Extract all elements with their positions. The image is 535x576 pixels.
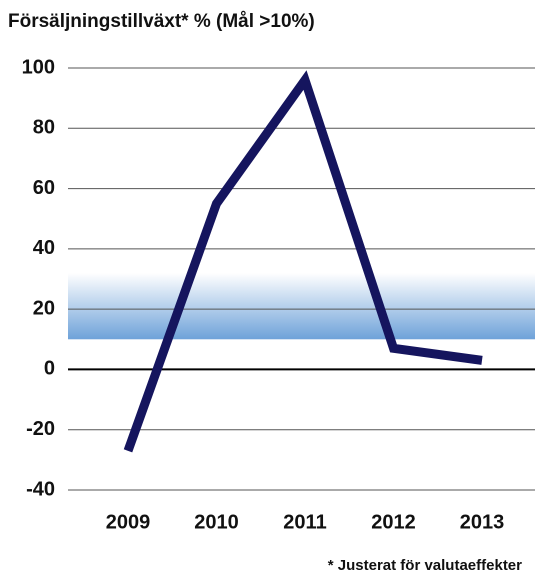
chart-title: Försäljningstillväxt* % (Mål >10%): [8, 11, 315, 32]
y-tick-label: -20: [26, 418, 55, 440]
y-tick-label: 100: [22, 56, 55, 78]
y-tick-label: 60: [33, 177, 55, 199]
x-tick-label: 2009: [106, 511, 151, 533]
y-tick-label: -40: [26, 478, 55, 500]
y-tick-label: 0: [44, 358, 55, 380]
y-tick-label: 40: [33, 237, 55, 259]
y-tick-label: 20: [33, 297, 55, 319]
series-line: [123, 70, 483, 453]
target-band: [68, 272, 535, 340]
x-tick-label: 2010: [194, 511, 239, 533]
x-tick-label: 2011: [283, 511, 326, 533]
x-tick-label: 2013: [460, 511, 505, 533]
x-tick-label: 2012: [371, 511, 416, 533]
y-tick-label: 80: [33, 117, 55, 139]
footnote: * Justerat för valutaeffekter: [328, 557, 522, 574]
